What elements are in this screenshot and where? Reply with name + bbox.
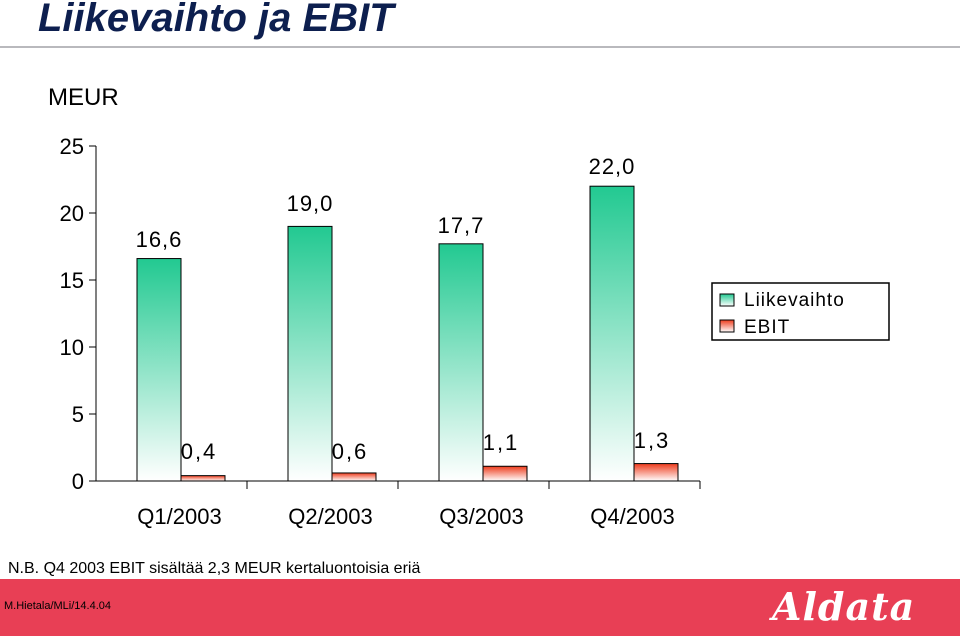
bar-liikevaihto: [136, 258, 182, 482]
y-tick-label: 25: [60, 134, 84, 159]
bar-ebit: [633, 463, 679, 482]
data-label-liikevaihto: 19,0: [287, 191, 334, 216]
legend-label-ebit: EBIT: [744, 317, 790, 338]
footnote: N.B. Q4 2003 EBIT sisältää 2,3 MEUR kert…: [8, 560, 421, 577]
legend-swatch-liikevaihto: [719, 293, 735, 307]
x-tick-label: Q3/2003: [439, 504, 523, 529]
y-tick-label: 0: [72, 469, 84, 494]
page-title: Liikevaihto ja EBIT: [38, 0, 394, 40]
bar-chart: 0 5 10 15 20 25 16,6 0,4 Q1/2003 19,0 0,6 Q2/2003 17…: [60, 134, 890, 529]
data-label-liikevaihto: 16,6: [136, 227, 183, 252]
data-label-ebit: 0,6: [332, 439, 369, 464]
legend-box: [711, 282, 890, 341]
bar-ebit: [331, 472, 377, 482]
legend-label-liikevaihto: Liikevaihto: [744, 290, 845, 311]
footer-band: [0, 579, 960, 636]
y-tick-label: 20: [60, 201, 84, 226]
x-tick-label: Q1/2003: [137, 504, 221, 529]
x-tick-label: Q2/2003: [288, 504, 372, 529]
data-label-ebit: 0,4: [181, 439, 218, 464]
y-tick-label: 10: [60, 335, 84, 360]
bar-ebit: [482, 465, 528, 482]
legend-swatch-ebit: [719, 319, 735, 333]
aldata-logo: Aldata: [772, 584, 916, 629]
data-label-ebit: 1,3: [634, 428, 671, 453]
footer-author: M.Hietala/MLi/14.4.04: [4, 600, 111, 612]
x-tick-label: Q4/2003: [590, 504, 674, 529]
data-label-ebit: 1,1: [483, 430, 520, 455]
unit-label: MEUR: [48, 84, 119, 111]
bar-liikevaihto: [589, 185, 635, 482]
data-label-liikevaihto: 17,7: [438, 213, 485, 238]
bar-liikevaihto: [438, 243, 484, 482]
y-tick-label: 5: [72, 402, 84, 427]
title-divider: [0, 46, 960, 48]
data-label-liikevaihto: 22,0: [589, 154, 636, 179]
y-tick-label: 15: [60, 268, 84, 293]
bar-liikevaihto: [287, 225, 333, 482]
bar-ebit: [180, 475, 226, 482]
